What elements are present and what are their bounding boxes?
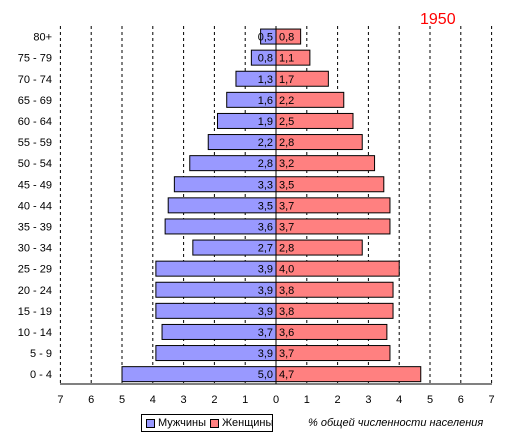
x-tick-label: 5 — [427, 394, 433, 406]
x-tick-label: 3 — [365, 394, 371, 406]
bars-group: 0,5 0,8 0,8 1,1 1,3 1,7 1,6 2,2 1,9 2,5 2,2 2,8 2,8 3… — [121, 28, 422, 383]
age-label: 10 - 14 — [18, 327, 52, 339]
data-label-women: 2,2 — [279, 95, 294, 107]
x-axis-title: % общей численности населения — [308, 417, 484, 429]
age-label: 80+ — [33, 32, 52, 44]
x-tick-label: 6 — [88, 394, 94, 406]
data-label-women: 4,7 — [279, 369, 294, 381]
x-tick-label: 0 — [273, 394, 279, 406]
data-label-men: 2,2 — [258, 137, 273, 149]
age-label: 55 - 59 — [18, 137, 52, 149]
legend-label-women: Женщины — [222, 417, 274, 429]
age-label: 20 - 24 — [18, 285, 52, 297]
bar-men — [121, 366, 277, 383]
legend-item-women: Женщины — [210, 417, 273, 429]
data-label-men: 2,8 — [258, 158, 273, 170]
legend-item-men: Мужчины — [146, 417, 206, 429]
legend-label-men: Мужчины — [158, 417, 207, 429]
data-label-women: 0,8 — [279, 32, 294, 44]
age-label: 50 - 54 — [18, 158, 52, 170]
x-tick-label: 6 — [458, 394, 464, 406]
x-tick-label: 3 — [181, 394, 187, 406]
chart-title: 1950 — [420, 11, 456, 28]
data-label-women: 3,6 — [279, 327, 294, 339]
age-label: 65 - 69 — [18, 95, 52, 107]
x-tick-label: 7 — [489, 394, 495, 406]
x-tick-label: 4 — [150, 394, 156, 406]
data-label-men: 1,3 — [258, 74, 273, 86]
bar-women — [275, 366, 422, 383]
age-label: 30 - 34 — [18, 243, 52, 255]
data-label-men: 5,0 — [258, 369, 273, 381]
age-label: 0 - 4 — [30, 369, 52, 381]
data-label-women: 3,2 — [279, 158, 294, 170]
data-label-women: 1,1 — [279, 53, 294, 65]
x-tick-labels: 7 6 5 4 3 2 1 0 1 2 3 4 5 6 7 — [57, 394, 494, 406]
data-label-men: 3,9 — [258, 285, 273, 297]
data-label-women: 3,7 — [279, 200, 294, 212]
age-label: 5 - 9 — [30, 348, 52, 360]
x-tick-label: 7 — [57, 394, 63, 406]
data-label-men: 0,8 — [258, 53, 273, 65]
age-label: 15 - 19 — [18, 306, 52, 318]
data-label-men: 3,7 — [258, 327, 273, 339]
x-tick-label: 4 — [396, 394, 402, 406]
age-label: 35 - 39 — [18, 221, 52, 233]
data-label-women: 3,7 — [279, 348, 294, 360]
data-label-men: 3,3 — [258, 179, 273, 191]
data-label-men: 2,7 — [258, 243, 273, 255]
data-label-women: 3,8 — [279, 285, 294, 297]
age-label: 75 - 79 — [18, 53, 52, 65]
legend-swatch-women — [210, 418, 220, 428]
data-label-men: 3,5 — [258, 200, 273, 212]
age-label: 25 - 29 — [18, 264, 52, 276]
x-tick-label: 1 — [304, 394, 310, 406]
data-label-men: 3,9 — [258, 306, 273, 318]
age-labels: 80+ 75 - 79 70 - 74 65 - 69 60 - 64 55 - 59 50… — [18, 32, 52, 382]
data-label-women: 4,0 — [279, 264, 294, 276]
age-label: 70 - 74 — [18, 74, 52, 86]
age-label: 60 - 64 — [18, 116, 52, 128]
data-label-women: 3,7 — [279, 221, 294, 233]
x-tick-label: 1 — [242, 394, 248, 406]
data-label-women: 2,8 — [279, 137, 294, 149]
x-tick-label: 2 — [335, 394, 341, 406]
data-label-men: 3,6 — [258, 221, 273, 233]
data-label-men: 1,9 — [258, 116, 273, 128]
data-label-women: 3,5 — [279, 179, 294, 191]
age-label: 40 - 44 — [18, 200, 52, 212]
age-label: 45 - 49 — [18, 179, 52, 191]
data-label-women: 1,7 — [279, 74, 294, 86]
legend-swatch-men — [146, 418, 155, 428]
data-label-men: 3,9 — [258, 348, 273, 360]
data-label-women: 2,8 — [279, 243, 294, 255]
data-label-men: 1,6 — [258, 95, 273, 107]
data-label-men: 0,5 — [258, 32, 273, 44]
bar-women — [275, 260, 400, 277]
legend: Мужчины Женщины — [141, 414, 273, 432]
x-tick-label: 2 — [211, 394, 217, 406]
data-label-women: 3,8 — [279, 306, 294, 318]
data-label-men: 3,9 — [258, 264, 273, 276]
data-label-women: 2,5 — [279, 116, 294, 128]
x-tick-label: 5 — [119, 394, 125, 406]
